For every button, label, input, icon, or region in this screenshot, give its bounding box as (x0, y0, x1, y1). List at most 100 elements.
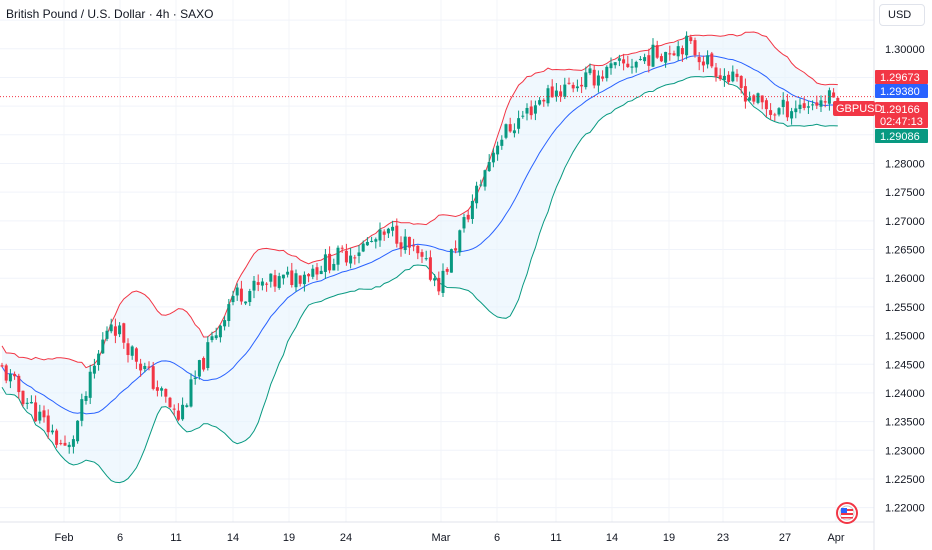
candle (403, 229, 407, 254)
symbol-tag (833, 101, 875, 116)
candle (416, 245, 420, 260)
candle (794, 100, 798, 119)
candle (546, 84, 550, 107)
candle-body (147, 366, 151, 368)
candle (529, 100, 533, 120)
candle (454, 240, 458, 254)
candle-body (433, 278, 437, 281)
candle-body (542, 99, 546, 102)
candle (172, 404, 176, 416)
candle (244, 301, 248, 306)
candle-body (277, 276, 281, 288)
candle (777, 107, 781, 117)
us-flag-icon[interactable] (836, 502, 858, 524)
candle-body (672, 53, 676, 56)
candle (445, 267, 449, 275)
candle (365, 237, 369, 246)
candle (143, 362, 147, 373)
candle (302, 271, 306, 292)
candle (424, 250, 428, 261)
time-tick-label: 6 (117, 532, 123, 544)
candle (315, 262, 319, 281)
candle-body (294, 273, 298, 288)
candle (512, 123, 516, 138)
candle-body (508, 124, 512, 132)
candle-body (126, 343, 130, 356)
candle-body (403, 236, 407, 251)
candle (21, 390, 25, 407)
candle-body (407, 236, 411, 248)
candle-body (88, 371, 92, 398)
candle-body (189, 379, 193, 407)
candle (118, 322, 122, 338)
candle-body (617, 58, 621, 61)
candle-body (798, 104, 802, 110)
candle-body (827, 90, 831, 104)
candle (727, 71, 731, 85)
candle-body (113, 326, 117, 336)
candle (638, 56, 642, 61)
price-tick-label: 1.26500 (885, 245, 925, 257)
candle (76, 420, 80, 444)
candle-body (559, 91, 563, 96)
price-tick-label: 1.24000 (885, 388, 925, 400)
candle-body (386, 228, 390, 234)
candle (59, 439, 63, 446)
candle (25, 397, 29, 410)
lower-band-line (1, 76, 838, 484)
time-tick-label: 14 (227, 532, 239, 544)
candle-body (785, 101, 789, 118)
candle-body (802, 103, 806, 109)
candle-body (769, 110, 773, 115)
candle (193, 370, 197, 385)
candle (752, 94, 756, 105)
candle (626, 55, 630, 68)
candle (80, 393, 84, 427)
candle-body (25, 402, 29, 404)
candle (785, 94, 789, 122)
candle-body (46, 415, 50, 433)
candle-body (643, 57, 647, 62)
candle (38, 404, 42, 424)
candle-body (710, 53, 714, 67)
candle-body (315, 267, 319, 275)
candle (214, 327, 218, 340)
candle-body (449, 249, 453, 273)
candle-body (781, 99, 785, 108)
candle-body (223, 320, 227, 327)
candle-body (17, 375, 21, 393)
candle (298, 275, 302, 287)
candle (811, 100, 815, 111)
candle (706, 50, 710, 69)
candle-body (336, 247, 340, 265)
candle-body (693, 40, 697, 56)
candle-body (428, 257, 432, 280)
candle (798, 98, 802, 114)
candle-body (441, 270, 445, 293)
candle (533, 100, 537, 121)
candle (311, 264, 315, 280)
candle (181, 397, 185, 421)
candle (760, 95, 764, 110)
candle (693, 37, 697, 58)
candle-body (105, 330, 109, 339)
candle (773, 112, 777, 121)
candle-body (647, 55, 651, 66)
candle (260, 278, 264, 291)
candle-body (281, 274, 285, 279)
candle (97, 350, 101, 371)
candle-body (806, 106, 810, 108)
candle (722, 68, 726, 87)
candle-body (437, 277, 441, 292)
candle-body (290, 270, 294, 285)
candle-body (84, 395, 88, 401)
currency-button[interactable]: USD (879, 4, 925, 26)
candle-body (479, 184, 483, 186)
candle-body (273, 275, 277, 287)
candle-body (773, 114, 777, 116)
candle-body (344, 250, 348, 263)
candle (227, 298, 231, 327)
candle-body (332, 263, 336, 271)
candle-body (34, 402, 38, 422)
